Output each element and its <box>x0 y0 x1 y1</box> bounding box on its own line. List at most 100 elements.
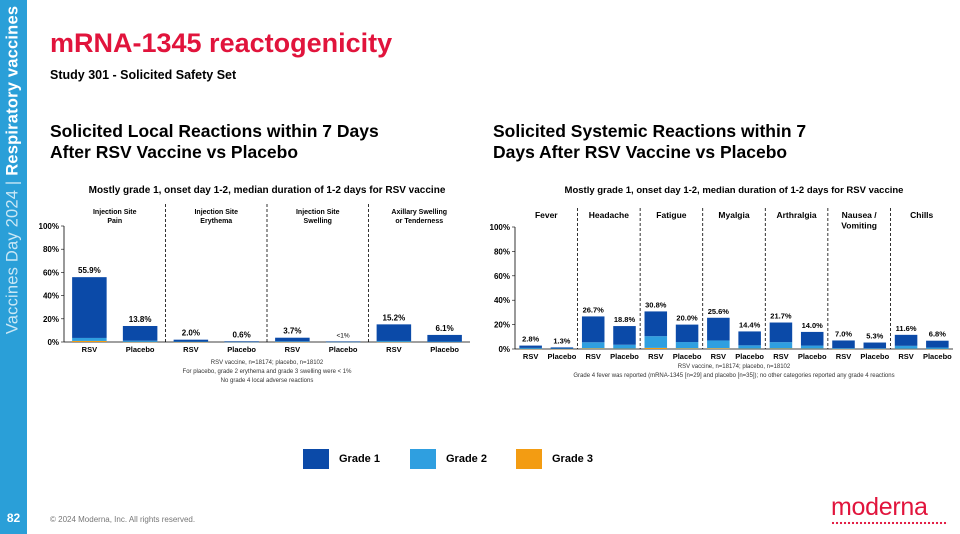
legend-swatch <box>516 449 542 469</box>
bar-segment-grade-1 <box>581 316 605 343</box>
slide-number: 82 <box>6 511 21 525</box>
group-label: Injection Site <box>296 209 340 216</box>
bar-segment-grade-2 <box>613 344 636 349</box>
bar-value-label: 0.6% <box>233 330 251 339</box>
group-label: Nausea / <box>842 210 878 220</box>
x-category-label: Placebo <box>610 352 639 361</box>
bar-segment-grade-2 <box>800 345 824 349</box>
bar-value-label: 55.9% <box>78 266 101 275</box>
bar-segment-grade-1 <box>224 341 259 342</box>
bar-segment-grade-1 <box>738 331 761 346</box>
x-category-label: Placebo <box>860 352 889 361</box>
x-category-label: Placebo <box>126 345 155 354</box>
x-category-label: RSV <box>836 352 851 361</box>
bar-value-label: 2.0% <box>182 329 200 338</box>
x-category-label: RSV <box>773 352 788 361</box>
x-category-label: Placebo <box>548 352 577 361</box>
x-category-label: RSV <box>523 352 538 361</box>
y-tick-label: 100% <box>39 222 59 231</box>
bar-segment-grade-2 <box>519 347 542 349</box>
bar-segment-grade-1 <box>800 331 824 346</box>
bar-segment-grade-1 <box>275 337 310 342</box>
logo-dots <box>831 521 948 525</box>
legend-swatch <box>410 449 436 469</box>
legend-grade-3: Grade 3 <box>516 449 593 469</box>
bar-segment-grade-1 <box>894 334 918 346</box>
group-label: Headache <box>589 210 629 220</box>
x-category-label: Placebo <box>735 352 764 361</box>
x-category-label: Placebo <box>798 352 827 361</box>
bar-segment-grade-1 <box>644 311 668 337</box>
bar-value-label: 18.8% <box>614 315 636 324</box>
bar-segment-grade-2 <box>707 340 730 349</box>
event-label-light: Vaccines Day 2024 | <box>3 175 22 335</box>
x-category-label: RSV <box>648 352 663 361</box>
bar-segment-grade-2 <box>581 342 605 349</box>
bar-segment-grade-3 <box>72 340 107 342</box>
bar-value-label: 3.7% <box>283 327 301 336</box>
bar-value-label: 30.8% <box>645 300 667 309</box>
chart-subtitle: Mostly grade 1, onset day 1-2, median du… <box>565 185 904 196</box>
legend-label: Grade 2 <box>446 453 487 465</box>
group-label: Arthralgia <box>776 210 816 220</box>
legend-grade-2: Grade 2 <box>410 449 487 469</box>
x-category-label: Placebo <box>923 352 952 361</box>
page-subtitle: Study 301 - Solicited Safety Set <box>50 68 237 82</box>
systemic-reactions-heading: Solicited Systemic Reactions within 7 Da… <box>493 121 807 162</box>
bar-value-label: 6.1% <box>436 324 454 333</box>
bar-segment-grade-3 <box>581 348 605 349</box>
bar-segment-grade-2 <box>72 337 107 341</box>
bar-segment-grade-1 <box>427 334 462 342</box>
chart-footnote: Grade 4 fever was reported (mRNA-1345 [n… <box>573 373 894 379</box>
moderna-logo: moderna <box>831 494 948 525</box>
x-category-label: RSV <box>586 352 601 361</box>
bar-segment-grade-2 <box>122 340 158 342</box>
chart-footnote: RSV vaccine, n=18174; placebo, n=18102 <box>678 364 791 370</box>
bar-segment-grade-3 <box>644 347 668 349</box>
event-label-bold: Respiratory vaccines <box>3 5 22 176</box>
y-tick-label: 20% <box>494 321 510 330</box>
bar-segment-grade-1 <box>926 340 949 348</box>
y-tick-label: 60% <box>494 272 510 281</box>
group-label: Injection Site <box>93 209 137 216</box>
y-tick-label: 40% <box>494 296 510 305</box>
bar-segment-grade-1 <box>832 340 855 349</box>
bar-value-label: 1.3% <box>553 336 570 345</box>
bar-value-label: 5.3% <box>866 332 883 341</box>
group-label: Myalgia <box>718 210 749 220</box>
local-reactions-chart: Mostly grade 1, onset day 1-2, median du… <box>39 185 470 384</box>
bar-segment-grade-1 <box>72 277 107 338</box>
local-reactions-heading: Solicited Local Reactions within 7 Days … <box>50 121 379 162</box>
bar-segment-grade-2 <box>894 345 918 349</box>
y-tick-label: 60% <box>43 268 59 277</box>
group-label: or Tenderness <box>395 218 443 225</box>
bar-segment-grade-1 <box>550 347 574 349</box>
bar-segment-grade-1 <box>707 317 730 341</box>
bar-segment-grade-2 <box>832 348 855 349</box>
bar-segment-grade-2 <box>738 345 761 349</box>
bar-segment-grade-2 <box>863 348 887 349</box>
bar-segment-grade-2 <box>644 336 668 348</box>
bar-value-label: 7.0% <box>835 329 852 338</box>
bar-segment-grade-1 <box>376 324 412 341</box>
group-label: Fever <box>535 210 558 220</box>
bar-value-label: 25.6% <box>708 307 730 316</box>
bar-segment-grade-2 <box>926 347 949 349</box>
group-label: Chills <box>910 210 933 220</box>
x-category-label: RSV <box>285 345 300 354</box>
bar-segment-grade-1 <box>173 339 209 342</box>
group-label: Injection Site <box>194 209 238 216</box>
group-label: Swelling <box>304 218 332 225</box>
bar-value-label: 14.4% <box>739 320 761 329</box>
logo-wordmark: moderna <box>831 493 928 521</box>
x-category-label: RSV <box>183 345 198 354</box>
group-label: Pain <box>107 218 122 225</box>
bar-segment-grade-2 <box>376 340 412 342</box>
y-tick-label: 80% <box>43 245 59 254</box>
bar-value-label: 21.7% <box>770 312 792 321</box>
chart-subtitle: Mostly grade 1, onset day 1-2, median du… <box>89 185 446 196</box>
bar-segment-grade-1 <box>675 324 699 343</box>
legend-label: Grade 1 <box>339 453 380 465</box>
copyright: © 2024 Moderna, Inc. All rights reserved… <box>50 515 196 524</box>
chart-footnote: No grade 4 local adverse reactions <box>221 378 314 384</box>
